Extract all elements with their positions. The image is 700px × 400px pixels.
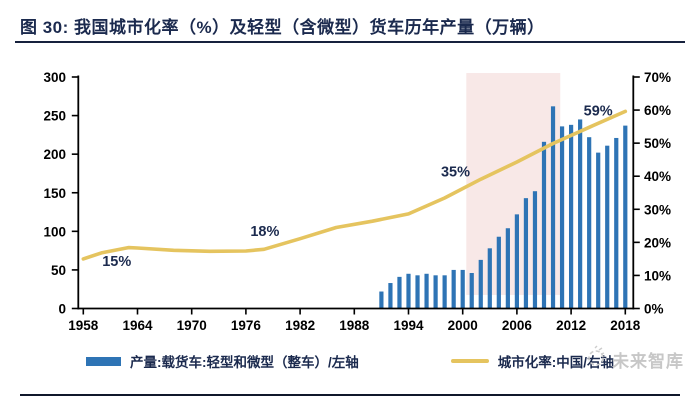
bar xyxy=(496,236,501,309)
line-data-label: 15% xyxy=(102,254,131,270)
bar xyxy=(388,283,393,309)
bar xyxy=(614,137,619,309)
bar xyxy=(596,152,601,309)
right-tick-label: 30% xyxy=(644,202,671,217)
legend-label-urbanization: 城市化率:中国/右轴 xyxy=(497,355,614,370)
right-tick-label: 70% xyxy=(644,70,671,85)
figure-title: 图 30: 我国城市化率（%）及轻型（含微型）货车历年产量（万辆） xyxy=(20,18,545,37)
urbanization-line xyxy=(81,109,628,261)
bar xyxy=(532,191,538,309)
bar xyxy=(433,275,438,309)
x-tick-label: 1976 xyxy=(231,318,262,333)
x-tick-label: 1988 xyxy=(339,318,370,333)
bar xyxy=(541,141,547,309)
legend: 产量:载货车:轻型和微型（整车）/左轴 城市化率:中国/右轴 xyxy=(0,351,700,371)
bar xyxy=(379,291,384,309)
bar xyxy=(514,214,519,309)
bar xyxy=(397,276,402,309)
x-tick-label: 2006 xyxy=(502,318,533,333)
legend-label-production: 产量:载货车:轻型和微型（整车）/左轴 xyxy=(130,355,359,370)
bar xyxy=(568,124,574,309)
bar xyxy=(559,126,565,309)
right-tick-label: 50% xyxy=(644,136,671,151)
x-tick-label: 2000 xyxy=(448,318,478,333)
line-swatch-icon xyxy=(450,359,489,363)
bar xyxy=(451,269,456,309)
right-tick-label: 20% xyxy=(644,235,671,250)
x-tick-label: 1994 xyxy=(393,318,424,333)
line-data-label: 35% xyxy=(441,164,470,180)
right-tick-label: 0% xyxy=(644,302,664,317)
right-tick-label: 40% xyxy=(644,169,671,184)
right-tick-label: 60% xyxy=(644,103,671,118)
bar xyxy=(469,273,474,309)
left-tick-label: 300 xyxy=(43,70,66,85)
bar xyxy=(487,248,492,309)
left-tick-label: 150 xyxy=(43,186,66,201)
x-tick-label: 1982 xyxy=(285,318,315,333)
bar xyxy=(415,275,420,309)
left-tick-label: 50 xyxy=(51,263,66,278)
x-tick-label: 1964 xyxy=(122,318,153,333)
bar xyxy=(460,269,465,309)
legend-item-urbanization: 城市化率:中国/右轴 xyxy=(450,351,614,371)
bar xyxy=(406,273,411,309)
x-tick-label: 2018 xyxy=(610,318,641,333)
chart-plot-area: 0 50 100 150 200 250 300 0% 10% 20% 30% 40% 50% 60% 70… xyxy=(43,70,671,333)
title-underline xyxy=(15,41,685,43)
bar xyxy=(442,275,447,309)
bar-swatch-icon xyxy=(86,356,121,366)
x-tick-label: 1958 xyxy=(68,318,99,333)
legend-item-production: 产量:载货车:轻型和微型（整车）/左轴 xyxy=(86,351,359,371)
left-tick-label: 200 xyxy=(43,147,66,162)
bar xyxy=(478,259,483,309)
bar xyxy=(605,145,610,309)
line-data-label: 59% xyxy=(584,104,613,120)
bar xyxy=(424,273,429,309)
x-tick-label: 2012 xyxy=(556,318,586,333)
right-tick-label: 10% xyxy=(644,268,671,283)
left-tick-label: 0 xyxy=(58,302,66,317)
bottom-border-line xyxy=(20,394,680,396)
bar xyxy=(550,106,556,309)
bar xyxy=(623,125,628,309)
bar xyxy=(523,198,529,309)
bar xyxy=(587,137,592,309)
left-tick-label: 100 xyxy=(43,224,66,239)
bar xyxy=(505,228,510,309)
bar xyxy=(578,119,583,309)
left-tick-label: 250 xyxy=(43,109,66,124)
line-data-label: 18% xyxy=(250,224,279,240)
x-tick-label: 1970 xyxy=(177,318,207,333)
